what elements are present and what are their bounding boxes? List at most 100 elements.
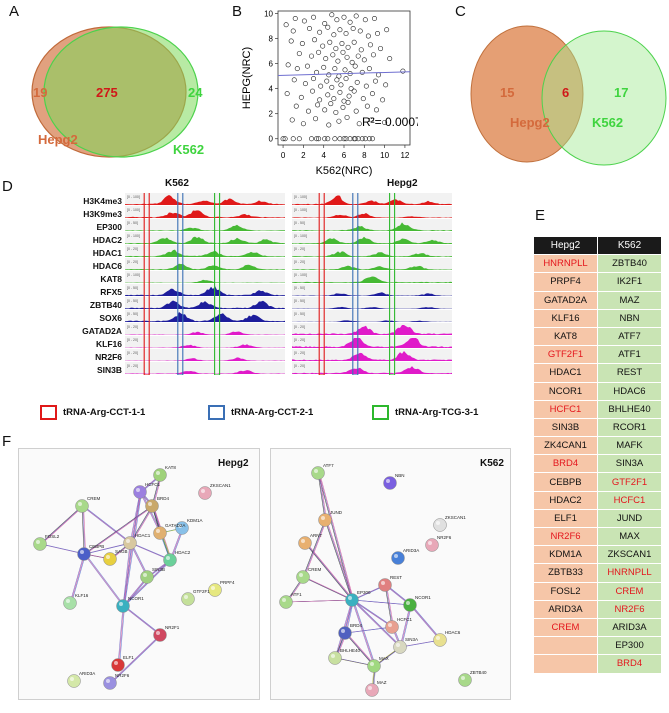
trna-highlight xyxy=(352,193,359,375)
network-edge xyxy=(385,584,394,628)
network-node xyxy=(391,551,405,565)
x-tick-label: 6 xyxy=(342,151,347,160)
track-signal xyxy=(125,210,285,218)
network-edge xyxy=(353,599,394,628)
x-tick-label: 10 xyxy=(380,151,389,160)
track-signal xyxy=(125,195,285,205)
network-node xyxy=(153,628,167,642)
table-row: HCFC1 BHLHE40 xyxy=(533,399,662,419)
scatter-point xyxy=(366,66,372,72)
scatter-point xyxy=(290,28,296,34)
venn-a-left-label: Hepg2 xyxy=(38,132,78,147)
track-bg xyxy=(292,206,452,218)
track-range: [0 - 50] xyxy=(127,299,138,303)
node-highlight xyxy=(386,479,390,483)
track-range: [0 - 100] xyxy=(294,195,307,199)
node-highlight xyxy=(301,539,305,543)
network-node-label: KAT8 xyxy=(165,465,176,470)
network-edge xyxy=(305,542,354,601)
genome-tracks: [0 - 100] [0 - 100] [0 - 100] [0 - 100] [0 -… xyxy=(125,193,452,375)
scatter-point xyxy=(346,93,352,99)
track-signal xyxy=(292,276,452,283)
y-tick-label: 4 xyxy=(269,85,274,94)
network-edge xyxy=(85,505,154,555)
scatter-point xyxy=(310,88,316,94)
table-row: KDM1A ZKSCAN1 xyxy=(533,545,662,565)
track-signal xyxy=(292,292,452,296)
scatter-point xyxy=(339,41,345,47)
network-edge xyxy=(117,605,124,666)
track-label: ZBTB40 xyxy=(89,300,122,310)
legend-swatch-green xyxy=(372,405,389,420)
track-signal xyxy=(125,279,285,283)
scatter-point xyxy=(311,14,317,20)
network-node xyxy=(75,499,89,513)
track-label: HDAC1 xyxy=(92,248,122,258)
k562-cell: ZBTB40 xyxy=(597,254,662,274)
scatter-point xyxy=(323,56,329,62)
track-label: HDAC6 xyxy=(92,261,122,271)
scatter-point xyxy=(378,46,384,52)
network-node xyxy=(378,578,392,592)
track-label: NR2F6 xyxy=(95,352,122,362)
y-axis-label: HEPG(NRC) xyxy=(241,47,253,109)
scatter-point xyxy=(384,27,390,33)
table-row: BRD4 SIN3A xyxy=(533,454,662,474)
hepg2-cell: ZBTB33 xyxy=(533,563,598,583)
k562-cell: NBN xyxy=(597,308,662,328)
network-node xyxy=(365,683,379,697)
scatter-point xyxy=(337,136,343,142)
network-node-label: NR2F6 xyxy=(437,535,452,540)
network-edge xyxy=(287,599,354,603)
network-edge xyxy=(122,605,161,636)
hepg2-cell: ARID3A xyxy=(533,599,598,619)
legend-label-3: tRNA-Arg-TCG-3-1 xyxy=(395,407,479,418)
hepg2-cell: HDAC1 xyxy=(533,363,598,383)
scatter-point xyxy=(328,101,334,107)
scatter-point xyxy=(400,68,406,74)
node-highlight xyxy=(428,541,432,545)
network-node xyxy=(403,598,417,612)
network-node xyxy=(103,552,117,566)
track-label: H3K4me3 xyxy=(83,196,122,206)
network-edge xyxy=(85,553,125,607)
scatter-point xyxy=(299,41,305,47)
scatter-point xyxy=(343,136,349,142)
network-edge xyxy=(71,553,86,604)
scatter-point xyxy=(341,14,347,20)
node-highlight xyxy=(436,636,440,640)
network-node xyxy=(328,651,342,665)
track-range: [0 - 50] xyxy=(294,312,305,316)
table-row: NR2F6 MAX xyxy=(533,526,662,547)
network-node xyxy=(318,513,332,527)
scatter-point xyxy=(291,77,297,83)
track-signal xyxy=(125,263,285,270)
track-range: [0 - 50] xyxy=(294,286,305,290)
table-row: ZBTB33 HNRNPLL xyxy=(533,563,662,583)
scatter-point xyxy=(296,136,302,142)
scatter-point xyxy=(359,136,365,142)
scatter-point xyxy=(337,89,343,95)
node-highlight xyxy=(80,550,84,554)
scatter-point xyxy=(324,78,330,84)
scatter-point xyxy=(314,136,320,142)
trna-highlight xyxy=(143,193,150,375)
y-tick-label: 0 xyxy=(269,135,274,144)
network-node xyxy=(208,583,222,597)
scatter-point xyxy=(343,31,349,37)
network-node-label: MAZ xyxy=(377,680,387,685)
track-signal xyxy=(292,338,452,348)
track-signal xyxy=(292,251,452,257)
network-edge xyxy=(129,491,141,544)
network-edge xyxy=(124,491,142,607)
x-tick-label: 12 xyxy=(400,151,409,160)
scatter-point xyxy=(363,83,369,89)
scatter-point xyxy=(336,118,342,124)
network-node-label: FOSL2 xyxy=(45,534,60,539)
scatter-point xyxy=(370,52,376,58)
scatter-point xyxy=(353,108,359,114)
network-edge xyxy=(83,505,132,544)
network-edge xyxy=(109,634,161,684)
track-label: SOX6 xyxy=(99,313,122,323)
track-range: [0 - 20] xyxy=(127,351,138,355)
